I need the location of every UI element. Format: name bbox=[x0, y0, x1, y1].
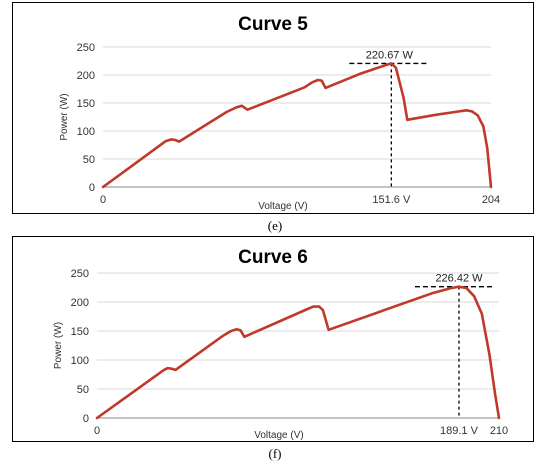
x-axis-title: Voltage (V) bbox=[258, 201, 307, 212]
y-tick-label: 250 bbox=[71, 268, 89, 280]
y-tick-label: 200 bbox=[71, 297, 89, 309]
mpp-value-label: 226.42 W bbox=[435, 273, 483, 285]
chart-title: Curve 6 bbox=[238, 247, 308, 268]
y-axis-title: Power (W) bbox=[59, 93, 70, 140]
chart-curve-6-plot: 0 50 100 150 200 250 Power (W) Voltage (V) 0 189.… bbox=[53, 268, 508, 441]
x-tick-label: 189.1 V bbox=[440, 425, 479, 437]
y-tick-label: 0 bbox=[83, 413, 89, 425]
chart-panel-curve-5: 0 50 100 150 200 250 Power (W) Voltage (V) 0 151.… bbox=[12, 2, 534, 214]
y-axis-title: Power (W) bbox=[53, 322, 64, 369]
y-tick-label: 150 bbox=[71, 326, 89, 338]
y-tick-label: 50 bbox=[83, 154, 95, 166]
panel-label-f: (f) bbox=[268, 446, 282, 461]
chart-title: Curve 5 bbox=[238, 14, 308, 35]
y-tick-label: 100 bbox=[71, 355, 89, 367]
y-tick-label: 150 bbox=[77, 98, 95, 110]
x-tick-label: 151.6 V bbox=[372, 194, 411, 206]
y-tick-label: 100 bbox=[77, 126, 95, 138]
chart-curve-5-plot: 0 50 100 150 200 250 Power (W) Voltage (V) 0 151.… bbox=[59, 42, 500, 212]
y-tick-label: 50 bbox=[77, 384, 89, 396]
chart-panel-curve-6: 0 50 100 150 200 250 Power (W) Voltage (V) 0 189.… bbox=[12, 236, 534, 442]
panel-label-e: (e) bbox=[267, 218, 283, 233]
x-tick-label: 204 bbox=[482, 194, 500, 206]
series-line bbox=[95, 285, 501, 420]
x-axis-title: Voltage (V) bbox=[254, 430, 303, 441]
y-tick-label: 200 bbox=[77, 70, 95, 82]
x-tick-label: 0 bbox=[100, 194, 106, 206]
y-tick-label: 250 bbox=[77, 42, 95, 54]
x-tick-label: 210 bbox=[490, 425, 508, 437]
series-line bbox=[101, 62, 493, 189]
x-tick-label: 0 bbox=[94, 425, 100, 437]
mpp-value-label: 220.67 W bbox=[366, 49, 414, 61]
y-tick-label: 0 bbox=[89, 182, 95, 194]
